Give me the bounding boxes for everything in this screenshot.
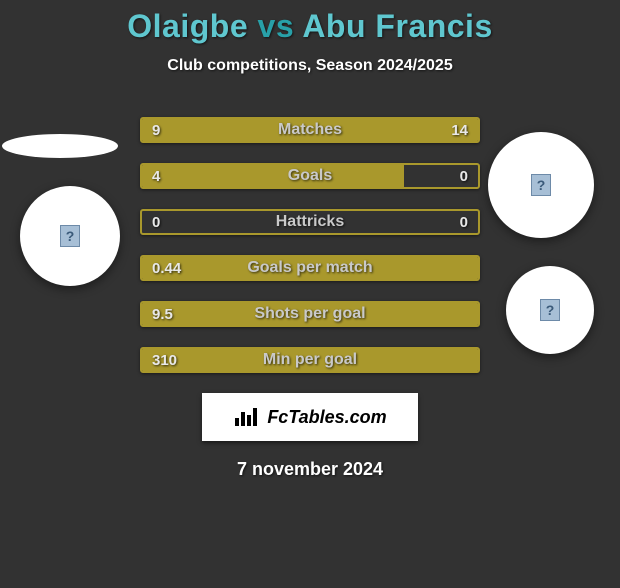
stat-value-left: 0.44 <box>152 257 181 279</box>
title-player-right: Abu Francis <box>302 8 492 44</box>
stat-row: Matches9 14 <box>140 117 480 143</box>
avatar-placeholder-right-top: ? <box>488 132 594 238</box>
stat-row: Goals per match0.44 <box>140 255 480 281</box>
logo-text: FcTables.com <box>267 407 386 428</box>
date-label: 7 november 2024 <box>0 459 620 480</box>
stat-value-left: 9 <box>152 119 160 141</box>
stat-row: Shots per goal9.5 <box>140 301 480 327</box>
stat-value-left: 4 <box>152 165 160 187</box>
stat-value-right: 0 <box>460 211 468 233</box>
decor-ellipse <box>2 134 118 158</box>
question-icon: ? <box>60 225 80 247</box>
stat-value-right: 14 <box>451 119 468 141</box>
fctables-logo: FcTables.com <box>202 393 418 441</box>
stat-label: Hattricks <box>142 211 478 233</box>
comparison-bars: Matches914Goals40Hattricks00Goals per ma… <box>140 117 480 373</box>
question-icon: ? <box>531 174 551 196</box>
avatar-placeholder-right-bottom: ? <box>506 266 594 354</box>
stat-row: Hattricks0 0 <box>140 209 480 235</box>
stat-row: Min per goal310 <box>140 347 480 373</box>
stat-value-left: 0 <box>152 211 160 233</box>
question-icon: ? <box>540 299 560 321</box>
stat-label: Goals per match <box>142 257 478 279</box>
title-player-left: Olaigbe <box>127 8 248 44</box>
stat-label: Shots per goal <box>142 303 478 325</box>
avatar-placeholder-left: ? <box>20 186 120 286</box>
stat-value-right: 0 <box>460 165 468 187</box>
page-title: Olaigbe vs Abu Francis <box>0 8 620 45</box>
stat-label: Min per goal <box>142 349 478 371</box>
stat-label: Matches <box>142 119 478 141</box>
stat-value-left: 310 <box>152 349 177 371</box>
stat-value-left: 9.5 <box>152 303 173 325</box>
subtitle: Club competitions, Season 2024/2025 <box>0 57 620 75</box>
stat-label: Goals <box>142 165 478 187</box>
stat-row: Goals4 0 <box>140 163 480 189</box>
bars-icon <box>233 406 261 428</box>
title-vs: vs <box>258 8 295 44</box>
